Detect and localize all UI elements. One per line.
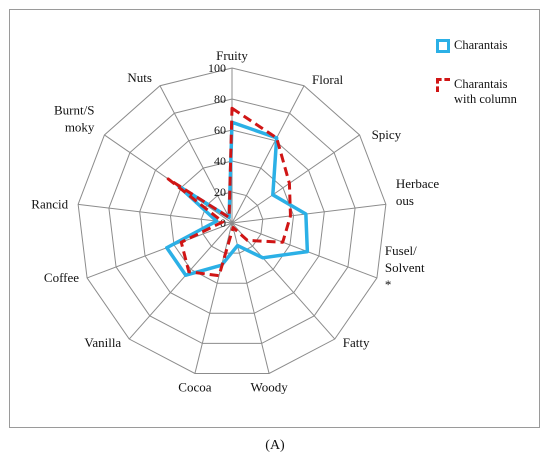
axis-label-10: Rancid [31,196,68,211]
grid-ring-80 [108,98,356,344]
axis-label-4: Fusel/Solvent * [385,243,425,292]
axis-label-1: Floral [312,72,343,87]
grid-ring-60 [139,129,325,314]
figure-caption: (A) [265,438,285,453]
grid-spoke-1 [231,85,305,224]
grid-ring-100 [77,67,387,374]
legend: Charantais Charantais with column [436,38,546,131]
chart-frame [9,9,540,428]
axis-label-0: Fruity [216,48,248,63]
legend-label-series-2: Charantais with column [454,77,517,106]
legend-item-series-1: Charantais [436,38,546,53]
axis-label-3: Herbace ous [396,176,440,208]
grid-ring-40 [169,160,295,284]
axis-label-2: Spicy [372,127,402,142]
grid-spoke-3 [231,203,386,224]
radar-axis-labels: Fruity Floral Spicy Herbace ous Fusel/Solvent… [31,48,439,394]
tick-label-20: 20 [214,185,226,199]
axis-label-11: Burnt/S moky [54,102,95,134]
grid-spoke-7 [194,222,233,374]
grid-spoke-5 [231,222,336,340]
axis-label-8: Vanilla [84,335,121,350]
grid-spoke-6 [231,222,270,374]
legend-item-series-2: Charantais with column [436,77,546,107]
axis-label-9: Coffee [44,270,79,285]
tick-label-100: 100 [208,61,226,75]
axis-label-12: Nuts [127,70,152,85]
tick-label-80: 80 [214,92,226,106]
legend-swatch-series-2 [436,78,450,92]
grid-spoke-10 [78,203,233,224]
axis-label-6: Woody [250,379,288,394]
grid-spoke-12 [159,85,233,224]
grid-spoke-2 [231,134,360,224]
tick-label-60: 60 [214,123,226,137]
axis-label-7: Cocoa [178,379,211,394]
radar-grid [77,67,387,374]
grid-spoke-8 [128,222,233,340]
series-line-2 [166,106,292,278]
tick-label-40: 40 [214,154,226,168]
radar-series [165,106,310,278]
legend-label-series-1: Charantais [454,38,508,52]
grid-spoke-9 [86,222,233,279]
series-line-1 [165,120,310,277]
axis-label-5: Fatty [343,335,370,350]
legend-swatch-series-1 [436,39,450,53]
